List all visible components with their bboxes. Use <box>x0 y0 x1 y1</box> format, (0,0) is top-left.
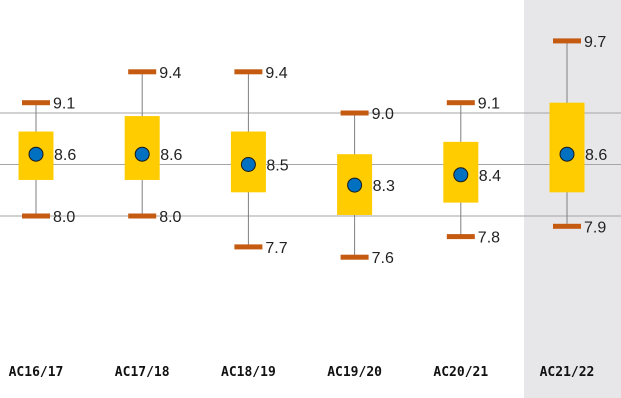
x-tick-label: AC18/19 <box>221 365 276 380</box>
max-cap <box>553 38 581 44</box>
mean-marker <box>134 146 150 162</box>
mean-marker <box>28 146 44 162</box>
min-cap <box>340 254 369 260</box>
max-cap <box>234 69 263 75</box>
x-tick-label: AC17/18 <box>115 365 170 380</box>
max-label: 9.4 <box>159 65 181 82</box>
box-group-AC21-22: 9.7 7.9 8.6 <box>549 34 607 236</box>
min-cap <box>446 234 475 240</box>
mean-marker <box>453 167 469 183</box>
mean-label: 8.5 <box>266 158 288 175</box>
box-group-AC16-17: 9.1 8.0 8.6 <box>18 96 76 226</box>
box-group-AC17-18: 9.4 8.0 8.6 <box>124 65 183 226</box>
x-tick-label: AC21/22 <box>540 365 595 380</box>
min-label: 7.7 <box>265 240 287 257</box>
min-label: 7.9 <box>584 219 606 236</box>
max-cap <box>340 110 369 116</box>
min-label: 7.8 <box>478 230 500 247</box>
mean-label: 8.4 <box>479 168 501 185</box>
plot-area: 9.1 8.0 8.6 9.4 8.0 8.6 9.4 7.7 8.5 9.0 7.6 8.3 9.1 7… <box>18 34 607 267</box>
max-label: 9.1 <box>53 96 75 113</box>
gridlines <box>0 112 621 217</box>
min-cap <box>234 244 263 250</box>
max-label: 9.1 <box>478 96 500 113</box>
mean-marker <box>347 177 363 193</box>
x-axis: AC16/17 AC17/18 AC18/19 AC19/20 AC20/21 AC21/… <box>9 365 595 380</box>
x-tick-label: AC16/17 <box>9 365 64 380</box>
max-cap <box>22 100 50 106</box>
mean-marker <box>240 157 256 172</box>
min-cap <box>128 213 157 219</box>
box-group-AC20-21: 9.1 7.8 8.4 <box>443 96 501 247</box>
max-cap <box>446 100 475 106</box>
min-cap <box>553 223 581 229</box>
max-label: 9.4 <box>265 65 287 82</box>
max-label: 9.7 <box>584 34 606 51</box>
mean-label: 8.6 <box>54 147 76 164</box>
box-group-AC18-19: 9.4 7.7 8.5 <box>230 65 289 257</box>
x-tick-label: AC19/20 <box>327 365 382 380</box>
mean-label: 8.6 <box>160 147 182 164</box>
min-cap <box>22 213 50 219</box>
box-group-AC19-20: 9.0 7.6 8.3 <box>337 106 395 267</box>
mean-label: 8.6 <box>585 147 607 164</box>
max-label: 9.0 <box>372 106 394 123</box>
x-tick-label: AC20/21 <box>433 365 488 380</box>
mean-label: 8.3 <box>373 178 395 195</box>
max-cap <box>128 69 157 75</box>
min-label: 8.0 <box>159 209 181 226</box>
mean-marker <box>559 146 575 162</box>
min-label: 7.6 <box>372 250 394 267</box>
highlight-band <box>524 0 621 398</box>
min-label: 8.0 <box>53 209 75 226</box>
